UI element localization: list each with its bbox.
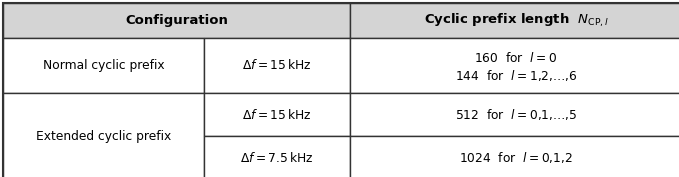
- Text: Cyclic prefix length  $N_{\mathrm{CP},l}$: Cyclic prefix length $N_{\mathrm{CP},l}$: [424, 12, 608, 29]
- Text: Configuration: Configuration: [125, 14, 228, 27]
- Bar: [3, 38, 204, 93]
- Text: 1024  for  $l = 0{,}1{,}2$: 1024 for $l = 0{,}1{,}2$: [459, 150, 573, 165]
- Bar: [3, 93, 204, 177]
- Bar: [204, 93, 350, 136]
- Bar: [350, 93, 679, 136]
- Text: $\Delta f = 7.5\,\mathrm{kHz}$: $\Delta f = 7.5\,\mathrm{kHz}$: [240, 151, 314, 165]
- Text: Normal cyclic prefix: Normal cyclic prefix: [43, 59, 164, 72]
- Text: 160  for  $l = 0$: 160 for $l = 0$: [475, 51, 557, 65]
- Bar: [350, 38, 679, 93]
- Bar: [204, 38, 350, 93]
- Bar: [204, 136, 350, 177]
- Text: $\Delta f = 15\,\mathrm{kHz}$: $\Delta f = 15\,\mathrm{kHz}$: [242, 58, 312, 73]
- Bar: [350, 136, 679, 177]
- Text: 144  for  $l = 1{,}2{,}\ldots{,}6$: 144 for $l = 1{,}2{,}\ldots{,}6$: [455, 68, 577, 83]
- Bar: [3, 3, 350, 38]
- Text: 512  for  $l = 0{,}1{,}\ldots{,}5$: 512 for $l = 0{,}1{,}\ldots{,}5$: [455, 107, 577, 122]
- Bar: [350, 3, 679, 38]
- Text: $\Delta f = 15\,\mathrm{kHz}$: $\Delta f = 15\,\mathrm{kHz}$: [242, 108, 312, 122]
- Text: Extended cyclic prefix: Extended cyclic prefix: [36, 130, 171, 143]
